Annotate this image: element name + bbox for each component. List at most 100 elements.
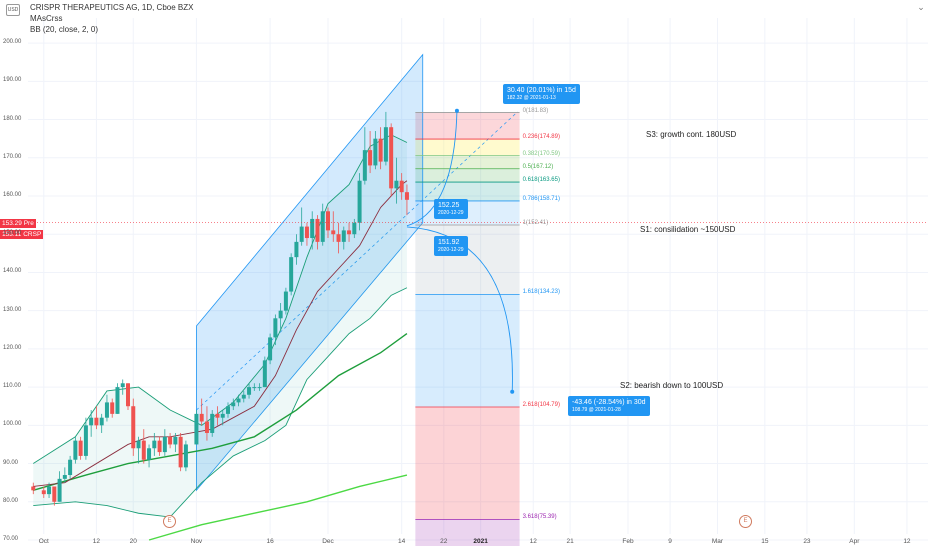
- fib-zone: [415, 407, 520, 520]
- candle-body: [83, 425, 88, 456]
- candle-body: [368, 150, 373, 166]
- point-a-label[interactable]: 152.25 2020-12-29: [434, 199, 468, 219]
- fib-zone: [415, 139, 520, 156]
- x-tick-label: Mar: [711, 538, 724, 545]
- last-price-tag: 153.11 CRSP: [0, 230, 44, 239]
- fib-level-label: 0.236(174.89): [522, 134, 560, 141]
- x-tick-label: Oct: [38, 538, 49, 545]
- pre-label: Pre: [23, 220, 34, 227]
- candle-body: [73, 440, 78, 460]
- candle-body: [252, 387, 257, 389]
- point-b-price: 151.92: [438, 239, 460, 246]
- candle-body: [220, 413, 225, 418]
- upside-arc: [406, 110, 458, 227]
- fib-zone: [415, 168, 520, 183]
- candle-body: [57, 478, 62, 502]
- collapse-chevron-icon[interactable]: ⌄: [917, 2, 925, 12]
- x-tick-label: Feb: [622, 538, 634, 545]
- bollinger-lower: [33, 287, 408, 518]
- candle-body: [394, 180, 399, 189]
- candle-body: [247, 387, 252, 395]
- pre-price-value: 153.29: [2, 220, 22, 227]
- candle-body: [62, 475, 67, 479]
- candle-body: [362, 150, 367, 181]
- downside-target-point: [510, 389, 515, 394]
- bollinger-fill: [33, 134, 407, 518]
- fib-level-label: 2.618(104.79): [522, 402, 560, 409]
- candle-body: [289, 257, 294, 292]
- earnings-marker-icon[interactable]: E: [739, 515, 752, 528]
- candle-body: [31, 486, 36, 491]
- downside-projection-box[interactable]: -43.46 (-28.54%) in 30d 108.79 @ 2021-01…: [568, 396, 650, 416]
- fib-level-label: 0.5(167.12): [522, 163, 554, 170]
- candle-body: [352, 222, 357, 235]
- y-tick-label: 150.00: [3, 230, 22, 237]
- y-tick-label: 100.00: [3, 421, 22, 428]
- x-tick-label: 12: [903, 538, 911, 545]
- point-b-label[interactable]: 151.92 2020-12-29: [434, 236, 468, 256]
- candle-body: [273, 318, 278, 338]
- candle-body: [236, 398, 241, 403]
- y-tick-label: 80.00: [3, 497, 19, 504]
- candle-body: [399, 180, 404, 193]
- candle-body: [315, 218, 320, 242]
- upside-change: 30.40 (20.01%) in 15d: [507, 87, 576, 94]
- x-tick-label: Nov: [190, 538, 203, 545]
- candle-body: [173, 436, 178, 445]
- upside-target: 182.32 @ 2021-01-13: [507, 95, 556, 101]
- candle-body: [47, 486, 52, 495]
- y-tick-label: 90.00: [3, 459, 19, 466]
- candle-body: [210, 413, 215, 433]
- candle-body: [336, 234, 341, 242]
- candle-body: [104, 402, 109, 418]
- y-tick-label: 70.00: [3, 536, 19, 542]
- fib-zone: [415, 155, 520, 169]
- currency-button[interactable]: USD: [6, 4, 20, 16]
- x-tick-label: 9: [668, 538, 672, 545]
- candle-body: [68, 459, 73, 476]
- candle-body: [378, 138, 383, 162]
- fib-level-label: 0(181.83): [522, 107, 549, 114]
- y-tick-label: 120.00: [3, 344, 22, 351]
- chart-title: CRISPR THERAPEUTICS AG, 1D, Cboe BZX: [30, 3, 194, 12]
- y-tick-label: 130.00: [3, 306, 22, 313]
- candle-body: [131, 406, 136, 449]
- candle-body: [178, 436, 183, 468]
- candle-body: [94, 417, 99, 426]
- indicator-masc[interactable]: MAsCrss: [30, 14, 63, 23]
- y-tick-label: 200.00: [3, 39, 22, 46]
- upside-projection-box[interactable]: 30.40 (20.01%) in 15d 182.32 @ 2021-01-1…: [503, 84, 580, 104]
- last-price-value: 153.11: [2, 231, 22, 238]
- pre-market-price-tag: 153.29 Pre: [0, 219, 36, 228]
- channel-midline: [196, 111, 518, 411]
- fib-level-label: 0.382(170.59): [522, 150, 560, 157]
- candle-body: [283, 291, 288, 311]
- candle-body: [141, 440, 146, 460]
- candle-body: [152, 440, 157, 449]
- candle-body: [110, 402, 115, 414]
- earnings-marker-icon[interactable]: E: [163, 515, 176, 528]
- candle-body: [278, 310, 283, 319]
- candle-body: [389, 127, 394, 189]
- candle-body: [373, 138, 378, 166]
- indicator-bollinger[interactable]: BB (20, close, 2, 0): [30, 25, 99, 34]
- upside-target-point: [454, 108, 459, 113]
- point-a-date: 2020-12-29: [438, 210, 464, 216]
- fib-zone: [415, 519, 520, 546]
- y-tick-label: 170.00: [3, 153, 22, 160]
- point-b-date: 2020-12-29: [438, 247, 464, 253]
- candle-body: [162, 436, 167, 453]
- candle-body: [226, 406, 230, 414]
- x-tick-label: 16: [266, 538, 274, 545]
- candle-body: [357, 180, 362, 223]
- candle-body: [215, 413, 220, 418]
- candle-body: [157, 440, 162, 453]
- candle-body: [294, 241, 299, 258]
- candle-body: [168, 436, 173, 445]
- candle-body: [257, 387, 262, 389]
- x-tick-label: 15: [761, 538, 769, 545]
- candle-body: [126, 383, 130, 407]
- candle-body: [120, 383, 125, 388]
- x-tick-label: Dec: [322, 538, 334, 545]
